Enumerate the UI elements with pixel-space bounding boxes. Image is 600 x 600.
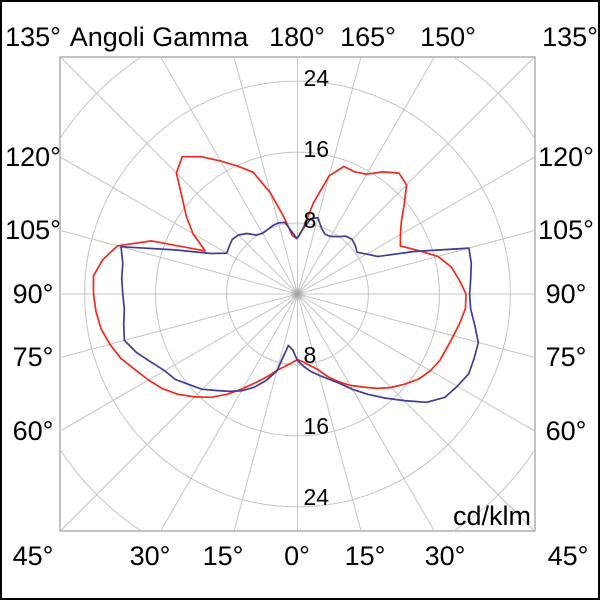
gamma-label-top: 135° bbox=[5, 22, 61, 52]
gamma-label-right: 90° bbox=[546, 279, 587, 309]
gamma-label-right: 105° bbox=[538, 215, 594, 245]
gamma-label-left: 75° bbox=[13, 342, 54, 372]
angular-gridline bbox=[160, 293, 298, 531]
gamma-label-left: 105° bbox=[5, 215, 61, 245]
angular-gridline bbox=[60, 293, 298, 432]
angular-gridline bbox=[233, 293, 298, 531]
radial-tick-labels: 8 8 16 16 24 24 bbox=[304, 65, 330, 510]
radial-gridline-circle bbox=[226, 222, 369, 366]
radial-tick-label: 16 bbox=[304, 136, 330, 162]
angular-gridline bbox=[297, 293, 362, 531]
angular-gridline bbox=[60, 293, 298, 531]
angular-gridline bbox=[297, 293, 535, 359]
gamma-label-top: 150° bbox=[420, 22, 476, 52]
angular-gridline bbox=[297, 293, 535, 432]
angular-gridline bbox=[297, 229, 535, 295]
radial-tick-label: 24 bbox=[304, 484, 330, 510]
angular-gridline bbox=[60, 57, 298, 295]
radial-gridline-circle bbox=[155, 151, 440, 437]
angular-gridline bbox=[160, 57, 298, 295]
radial-tick-label: 24 bbox=[304, 65, 330, 91]
intensity-curves bbox=[92, 155, 480, 404]
gamma-label-right: 75° bbox=[546, 342, 587, 372]
angular-gridline bbox=[60, 156, 298, 295]
gamma-label-bottom: 45° bbox=[548, 541, 589, 571]
gamma-label-left: 90° bbox=[13, 279, 54, 309]
radial-tick-label: 8 bbox=[304, 342, 317, 368]
radial-tick-label: 16 bbox=[304, 413, 330, 439]
gamma-label-bottom: 0° bbox=[284, 541, 310, 571]
gamma-label-bottom: 45° bbox=[13, 541, 54, 571]
gamma-label-top: 135° bbox=[542, 22, 598, 52]
radial-gridline-circle bbox=[84, 80, 511, 508]
angular-gridline bbox=[60, 229, 298, 295]
angular-gridline bbox=[297, 293, 435, 531]
gamma-label-bottom: 15° bbox=[345, 541, 386, 571]
chart-title: Angoli Gamma bbox=[70, 22, 250, 52]
gamma-label-left: 120° bbox=[5, 142, 61, 172]
curve-blue bbox=[120, 216, 480, 404]
center-dot bbox=[290, 287, 305, 301]
angular-gridline bbox=[233, 57, 298, 295]
angular-gridline bbox=[297, 156, 535, 295]
gamma-label-top: 180° bbox=[269, 22, 325, 52]
angular-gridline bbox=[297, 57, 362, 295]
gamma-label-bottom: 30° bbox=[425, 541, 466, 571]
angular-gridline bbox=[60, 293, 298, 359]
gamma-angle-labels: 135° 180° 165° 150° 135° 45° 30° 15° 0° 15° 30° 45°… bbox=[5, 22, 598, 571]
gamma-label-bottom: 30° bbox=[130, 541, 171, 571]
gamma-label-top: 165° bbox=[340, 22, 396, 52]
unit-label: cd/klm bbox=[453, 501, 531, 531]
gamma-label-bottom: 15° bbox=[203, 541, 244, 571]
radial-tick-label: 8 bbox=[304, 207, 317, 233]
angular-gridline bbox=[297, 57, 535, 295]
gamma-label-right: 120° bbox=[538, 142, 594, 172]
gamma-label-right: 60° bbox=[546, 416, 587, 446]
gamma-label-left: 60° bbox=[13, 416, 54, 446]
angular-gridline bbox=[297, 293, 535, 531]
